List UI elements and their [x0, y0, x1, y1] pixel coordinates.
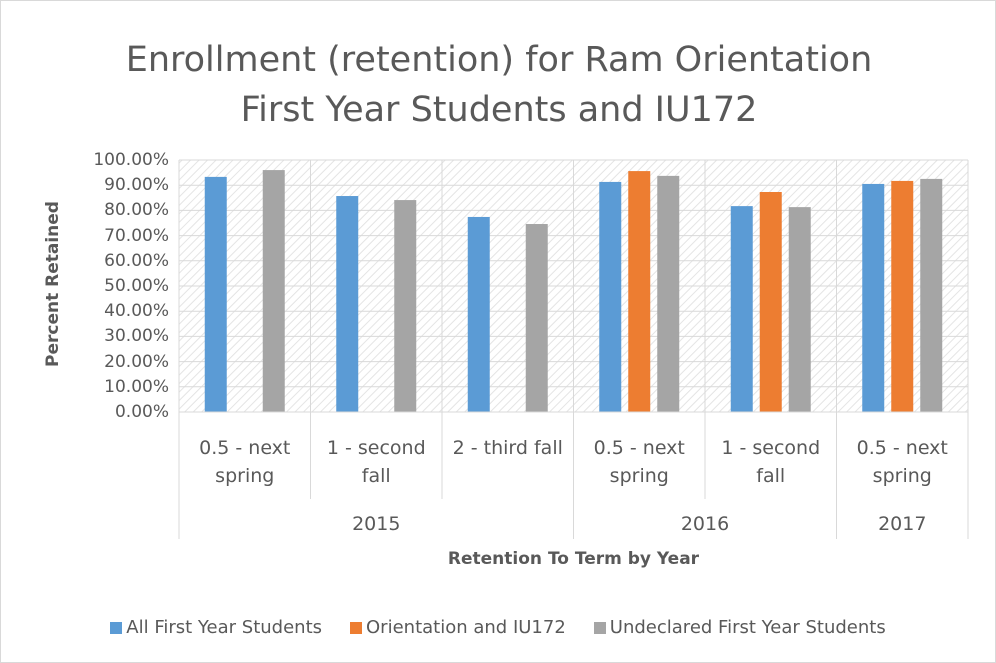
- y-tick-label: 100.00%: [93, 150, 169, 170]
- legend-label: Undeclared First Year Students: [609, 617, 886, 638]
- bar: [891, 180, 914, 412]
- bar: [262, 170, 285, 412]
- legend-item: All First Year Students: [110, 617, 322, 638]
- bar: [788, 207, 811, 412]
- x-tick-label: 2 - third fall: [452, 437, 563, 459]
- legend-item: Undeclared First Year Students: [593, 617, 886, 638]
- bar: [525, 224, 548, 412]
- x-axis-label: Retention To Term by Year: [447, 549, 700, 569]
- bar: [204, 176, 227, 412]
- legend-swatch: [350, 621, 363, 634]
- bar: [920, 178, 943, 412]
- x-tick-label: 1 - second fall: [326, 437, 426, 487]
- y-tick-label: 60.00%: [104, 250, 169, 271]
- legend-swatch: [593, 621, 606, 634]
- bar: [730, 206, 753, 412]
- bar: [628, 171, 651, 412]
- legend-label: All First Year Students: [126, 617, 323, 638]
- x-tick-label: 0.5 - next spring: [593, 437, 685, 487]
- legend-swatch: [110, 621, 123, 634]
- x-tick-label: 0.5 - next spring: [856, 437, 948, 487]
- bar: [759, 192, 782, 412]
- y-tick-label: 20.00%: [104, 351, 169, 372]
- bar: [336, 196, 359, 412]
- group-label: 2016: [680, 513, 730, 535]
- y-tick-label: 50.00%: [104, 276, 169, 296]
- y-tick-label: 40.00%: [104, 301, 169, 322]
- bar: [467, 216, 490, 412]
- group-label: 2015: [352, 513, 401, 535]
- bar: [862, 183, 885, 412]
- chart-title: Enrollment (retention) for Ram Orientati…: [125, 40, 873, 130]
- bar: [394, 200, 417, 412]
- legend-item: Orientation and IU172: [350, 617, 566, 638]
- bar: [599, 181, 622, 412]
- group-label: 2017: [878, 513, 927, 535]
- x-tick-label: 0.5 - next spring: [199, 437, 291, 487]
- legend-label: Orientation and IU172: [366, 617, 566, 638]
- y-tick-label: 80.00%: [104, 200, 169, 221]
- y-tick-label: 30.00%: [104, 326, 169, 347]
- bar: [657, 175, 680, 412]
- y-tick-label: 10.00%: [104, 376, 169, 397]
- legend: All First Year Students Orientation and I…: [1, 617, 995, 638]
- x-tick-label: 1 - second fall: [721, 437, 821, 487]
- y-tick-label: 0.00%: [114, 402, 169, 422]
- y-tick-label: 90.00%: [104, 175, 169, 196]
- y-tick-label: 70.00%: [104, 225, 169, 246]
